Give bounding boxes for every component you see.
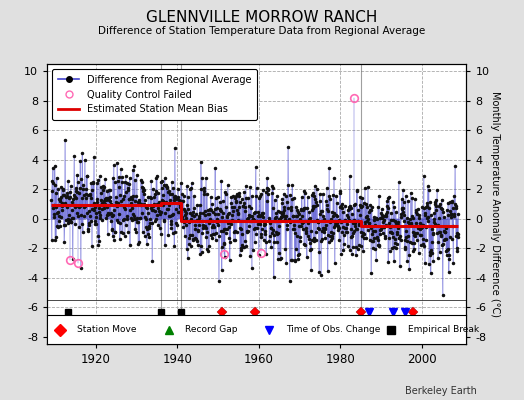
Text: Empirical Break: Empirical Break xyxy=(408,325,479,334)
Text: Difference of Station Temperature Data from Regional Average: Difference of Station Temperature Data f… xyxy=(99,26,425,36)
Text: Record Gap: Record Gap xyxy=(185,325,238,334)
Text: GLENNVILLE MORROW RANCH: GLENNVILLE MORROW RANCH xyxy=(146,10,378,25)
Text: Berkeley Earth: Berkeley Earth xyxy=(405,386,477,396)
Text: Time of Obs. Change: Time of Obs. Change xyxy=(286,325,380,334)
Text: Station Move: Station Move xyxy=(77,325,136,334)
Legend: Difference from Regional Average, Quality Control Failed, Estimated Station Mean: Difference from Regional Average, Qualit… xyxy=(52,69,257,120)
Y-axis label: Monthly Temperature Anomaly Difference (°C): Monthly Temperature Anomaly Difference (… xyxy=(490,91,500,317)
